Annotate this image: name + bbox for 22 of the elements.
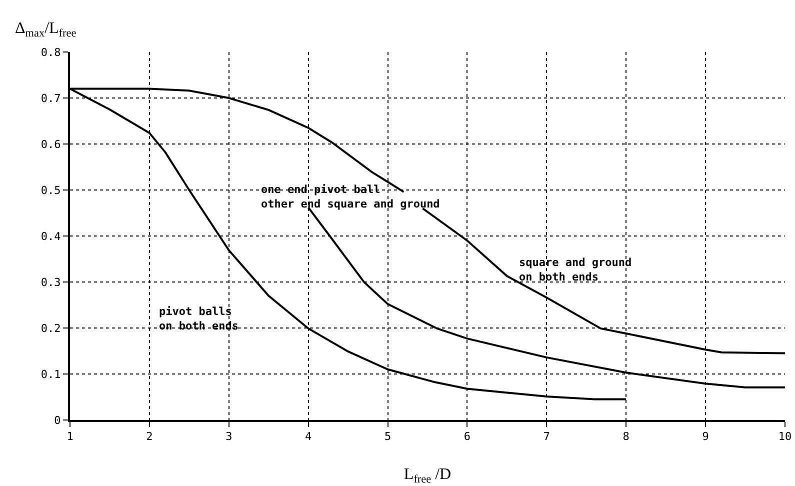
y-tick-label: 0.7 (40, 92, 61, 105)
y-tick-label: 0.5 (40, 184, 61, 197)
x-tick-label: 1 (66, 430, 74, 444)
y-tick-label: 0.6 (40, 138, 61, 151)
y-tick-label: 0.1 (40, 368, 61, 381)
x-tick-label: 6 (464, 430, 471, 444)
y-tick-label: 0 (54, 414, 61, 427)
y-tick-label: 0.3 (40, 276, 61, 289)
x-tick-label: 7 (543, 430, 550, 444)
y-tick-label: 0.2 (40, 322, 61, 335)
x-tick-label: 8 (622, 430, 630, 444)
x-tick-label: 10 (778, 430, 792, 444)
y-axis-title: Δ$_{max}$/L$_{free}$ (15, 20, 76, 40)
annotation: square and ground on both ends (519, 256, 632, 284)
y-tick-label: 0.4 (40, 230, 62, 243)
x-tick-label: 5 (384, 430, 392, 444)
x-tick-label: 4 (305, 430, 312, 444)
x-tick-label: 3 (226, 430, 232, 444)
x-tick-label: 2 (146, 430, 153, 444)
x-axis-title: L$_{free}$ /D (404, 466, 452, 486)
x-tick-label: 9 (702, 430, 709, 444)
y-tick-label: 0.8 (40, 46, 61, 59)
